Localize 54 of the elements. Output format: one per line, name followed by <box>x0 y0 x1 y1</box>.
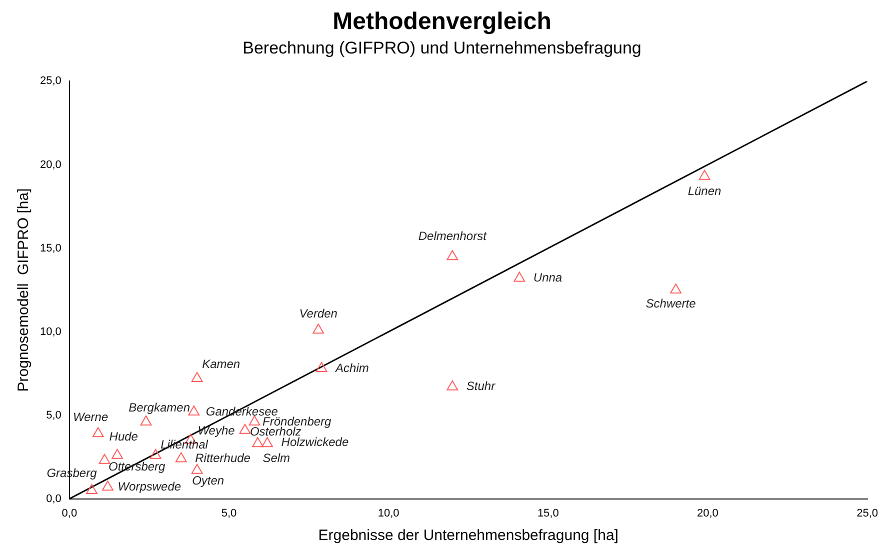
annotation: Unna <box>533 270 562 285</box>
annotation: Hude <box>109 430 138 444</box>
point <box>92 427 104 438</box>
annotation: Lünen <box>688 184 722 198</box>
x-tick-label: 0,0 <box>62 507 78 520</box>
y-tick-label: 0,0 <box>46 492 62 505</box>
point <box>86 484 98 494</box>
chart-subtitle: Berechnung (GIFPRO) und Unternehmensbefragung <box>242 38 642 58</box>
y-tick-label: 15,0 <box>40 242 62 254</box>
point <box>316 362 328 372</box>
x-tick-label: 5,0 <box>221 507 237 520</box>
point <box>670 284 682 294</box>
annotation: Weyhe <box>198 424 236 438</box>
x-tick-label: 10,0 <box>378 507 400 520</box>
point <box>312 324 324 334</box>
point <box>514 272 526 282</box>
point <box>102 480 114 491</box>
annotation: Delmenhorst <box>418 228 488 243</box>
point <box>698 170 710 180</box>
annotation: Worpswede <box>118 479 182 494</box>
annotation: Werne <box>72 410 108 424</box>
annotation: Schwerte <box>646 296 696 310</box>
point <box>175 452 187 462</box>
x-axis-title: Ergebnisse der Unternehmensbefragung [ha] <box>318 527 618 544</box>
point <box>191 372 203 382</box>
x-tick-label: 20,0 <box>697 507 718 520</box>
annotation: Ritterhude <box>195 451 251 466</box>
point <box>150 448 162 459</box>
annotation: Oyten <box>192 474 224 488</box>
point <box>112 448 123 459</box>
annotation: Achim <box>334 360 369 375</box>
annotation: Selm <box>262 451 290 466</box>
point <box>98 454 110 464</box>
point <box>446 380 458 390</box>
annotation: Holzwickede <box>281 435 349 450</box>
annotation: Bergkamen <box>128 400 190 414</box>
chart-title: Methodenvergleich <box>332 8 552 36</box>
annotation: Stuhr <box>466 379 496 394</box>
annotation: Verden <box>299 306 338 320</box>
y-tick-label: 10,0 <box>40 326 62 338</box>
y-tick-label: 20,0 <box>40 158 62 171</box>
annotation: Fröndenberg <box>262 414 332 428</box>
point <box>446 250 458 260</box>
y-axis-title: Prognosemodell GIFPRO [ha] <box>15 188 32 392</box>
x-tick-label: 25,0 <box>856 507 878 520</box>
point <box>262 437 273 448</box>
annotation: Kamen <box>202 356 240 371</box>
point <box>191 464 203 474</box>
point <box>239 424 251 434</box>
y-tick-label: 25,0 <box>40 75 62 88</box>
x-tick-label: 15,0 <box>537 507 559 520</box>
y-tick-label: 5,0 <box>46 409 62 422</box>
point <box>252 437 264 448</box>
point <box>140 415 152 426</box>
